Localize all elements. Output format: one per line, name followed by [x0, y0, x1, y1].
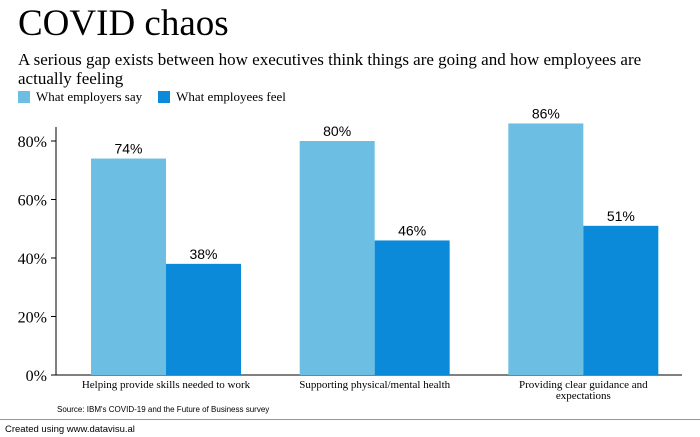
legend-item-employers: What employers say [18, 89, 142, 105]
legend-label-employers: What employers say [36, 89, 143, 104]
bar-data-label: 74% [114, 141, 142, 157]
x-tick-label: Supporting physical/mental health [299, 379, 450, 391]
y-tick-label: 40% [18, 251, 47, 268]
source-note: Source: IBM's COVID-19 and the Future of… [57, 405, 270, 414]
bar [166, 263, 241, 375]
y-tick-label: 80% [18, 134, 47, 151]
x-tick-label: expectations [556, 390, 611, 402]
legend-swatch-employers [18, 91, 30, 103]
y-tick-label: 20% [18, 310, 47, 327]
y-tick-label: 60% [18, 193, 47, 210]
bar-data-label: 46% [398, 222, 426, 238]
credit-note: Created using www.datavisu.al [5, 424, 135, 435]
bar [374, 240, 450, 375]
y-tick-label: 0% [26, 368, 47, 385]
footer-divider [0, 419, 700, 420]
legend-label-employees: What employees feel [176, 89, 286, 104]
chart-subtitle: A serious gap exists between how executi… [18, 50, 642, 88]
bar-data-label: 86% [532, 105, 560, 121]
chart-title: COVID chaos [18, 3, 229, 44]
legend: What employers say What employees feel [18, 89, 302, 105]
bar-data-label: 51% [607, 208, 635, 224]
bar-data-label: 80% [323, 123, 351, 139]
bar [299, 141, 375, 375]
legend-swatch-employees [158, 91, 171, 103]
x-tick-label: Providing clear guidance and [519, 379, 648, 391]
bar [91, 158, 166, 375]
legend-item-employees: What employees feel [158, 89, 286, 105]
bar [508, 123, 584, 375]
bar [583, 225, 659, 375]
x-tick-label: Helping provide skills needed to work [82, 379, 251, 391]
bar-data-label: 38% [189, 246, 217, 262]
